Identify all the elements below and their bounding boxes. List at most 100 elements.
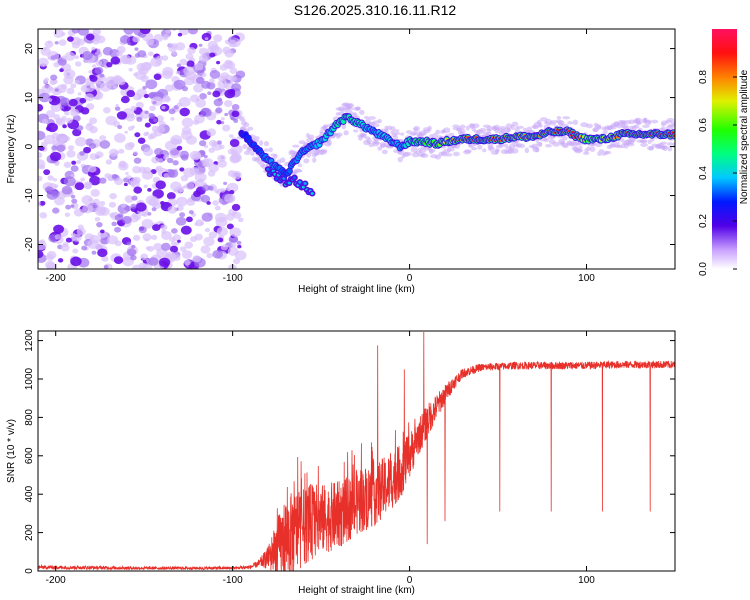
noise-blob	[209, 52, 216, 58]
y-tick-label: 800	[24, 409, 35, 426]
ridge-halo	[397, 156, 404, 163]
noise-blob	[81, 195, 93, 205]
ridge-halo	[539, 117, 548, 122]
colorbar: 0.0 0.2 0.4 0.6 0.8 Normalized spectral ampli…	[698, 29, 750, 276]
noise-blob	[133, 72, 139, 77]
y-tick-label: -10	[24, 188, 35, 203]
noise-blob	[180, 225, 192, 235]
ridge-halo	[582, 151, 590, 155]
ridge-halo	[639, 139, 648, 143]
ridge-halo	[562, 144, 569, 149]
noise-blob	[88, 143, 97, 149]
noise-blob	[130, 203, 137, 209]
noise-blob	[218, 75, 226, 82]
ridge-halo	[312, 157, 317, 163]
noise-blob	[53, 29, 64, 38]
noise-blob	[163, 173, 170, 178]
noise-blob	[38, 250, 44, 259]
noise-blob	[130, 105, 137, 111]
noise-blob	[97, 248, 108, 258]
noise-blob	[140, 253, 149, 261]
noise-blob	[165, 84, 174, 92]
ridge-halo	[263, 148, 270, 152]
ridge-halo	[258, 140, 264, 146]
ridge-halo	[459, 128, 466, 135]
ridge-halo	[465, 125, 470, 131]
noise-blob	[222, 124, 231, 132]
ridge-halo	[372, 141, 380, 147]
noise-blob	[133, 186, 143, 194]
noise-blob	[108, 201, 117, 208]
secondary-ridge-core	[310, 192, 314, 195]
noise-blob	[57, 57, 67, 66]
noise-blob	[41, 62, 46, 67]
noise-blob	[109, 49, 120, 58]
noise-blob	[231, 170, 242, 180]
colorbar-tick-label: 0.2	[698, 214, 709, 228]
noise-blob	[199, 93, 207, 100]
ridge-halo	[556, 115, 562, 120]
ridge-halo	[360, 133, 366, 138]
noise-blob	[228, 39, 238, 48]
ridge-halo	[636, 121, 643, 125]
ridge-halo	[432, 132, 439, 139]
noise-blob	[71, 29, 80, 34]
ridge-halo	[351, 112, 357, 116]
noise-blob	[214, 189, 220, 194]
noise-blob	[148, 112, 154, 118]
ridge-halo	[650, 119, 659, 124]
noise-blob	[185, 71, 197, 81]
noise-blob	[53, 224, 65, 234]
noise-blob	[188, 29, 198, 35]
noise-blob	[144, 122, 151, 128]
noise-blob	[126, 90, 136, 98]
noise-blob	[140, 62, 152, 72]
noise-blob	[231, 110, 240, 118]
noise-blob	[179, 212, 186, 218]
noise-blob	[95, 151, 104, 159]
noise-blob	[92, 204, 98, 209]
noise-blob	[66, 87, 75, 95]
ridge-halo	[453, 151, 460, 157]
noise-blob	[179, 58, 188, 66]
noise-blob	[184, 241, 194, 249]
noise-blob	[217, 159, 227, 168]
secondary-ridge-core	[298, 180, 302, 184]
colorbar-label: Normalized spectral amplitude	[739, 69, 750, 204]
noise-blob	[64, 51, 76, 61]
noise-blob	[143, 147, 154, 157]
noise-blob	[224, 112, 229, 117]
noise-blob	[81, 245, 88, 251]
noise-blob	[72, 248, 79, 254]
colorbar-gradient	[712, 29, 737, 269]
noise-blob	[185, 135, 197, 145]
ridge-halo	[293, 168, 302, 173]
ridge-halo	[242, 144, 248, 149]
noise-blob	[153, 73, 162, 81]
noise-blob	[177, 32, 183, 37]
noise-blob	[105, 159, 113, 165]
noise-blob	[79, 151, 85, 156]
x-tick-label: 100	[578, 273, 595, 284]
ridge-halo	[420, 153, 429, 158]
ridge-halo	[292, 144, 300, 148]
noise-blob	[54, 41, 59, 45]
noise-blob	[65, 204, 72, 210]
ridge-halo	[323, 124, 329, 128]
noise-blob	[237, 244, 242, 249]
noise-blob	[201, 212, 213, 222]
secondary-ridge-core	[301, 185, 306, 189]
noise-blob	[172, 160, 179, 166]
noise-blob	[47, 175, 54, 181]
ridge-halo	[394, 129, 400, 133]
ridge-halo	[666, 118, 675, 122]
noise-blob	[229, 227, 242, 238]
x-tick-label: -200	[46, 575, 66, 586]
noise-blob	[230, 116, 235, 121]
noise-blob	[76, 227, 86, 236]
noise-blob	[180, 154, 189, 161]
ridge-halo	[253, 136, 260, 140]
ridge-halo	[522, 127, 528, 132]
noise-blob	[224, 49, 234, 58]
ridge-halo	[562, 116, 571, 120]
